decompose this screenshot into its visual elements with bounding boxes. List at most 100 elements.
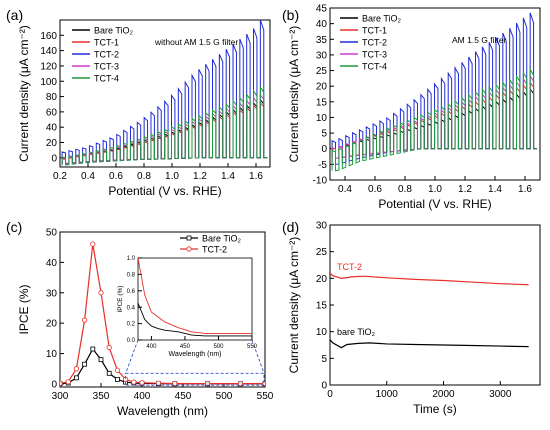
y-tick-label: -10 bbox=[313, 176, 328, 187]
plot-frame bbox=[329, 224, 541, 386]
series-label-1: bare TiO₂ bbox=[337, 327, 376, 337]
legend-label-1: TCT-1 bbox=[362, 26, 387, 36]
inset-x-tick-label: 550 bbox=[247, 344, 258, 350]
inset-y-tick-label: 0.8 bbox=[127, 273, 136, 279]
inset-series-line-1 bbox=[137, 257, 252, 334]
x-tick-label: 1.4 bbox=[221, 171, 235, 182]
inset-x-axis-title: Wavelength (nm) bbox=[168, 351, 221, 358]
inset-y-tick-label: 0.4 bbox=[127, 305, 136, 311]
legend-marker bbox=[186, 235, 192, 241]
data-point bbox=[115, 377, 120, 382]
x-tick-label: 450 bbox=[175, 391, 192, 402]
data-point bbox=[73, 366, 80, 372]
chart-annotation: without AM 1.5 G filter bbox=[154, 37, 238, 47]
x-tick-label: 1.6 bbox=[249, 171, 263, 182]
y-tick-label: 80 bbox=[46, 92, 58, 103]
x-tick-label: 0.2 bbox=[53, 171, 67, 182]
data-point bbox=[98, 357, 104, 363]
y-axis-title: Current density (μA cm⁻²) bbox=[287, 237, 301, 374]
data-point bbox=[74, 375, 79, 381]
series-line-4 bbox=[331, 67, 537, 172]
y-axis-title: Current density (μA cm⁻²) bbox=[17, 25, 31, 162]
legend-label-0: Bare TiO₂ bbox=[94, 26, 134, 36]
panel-label: (b) bbox=[282, 7, 299, 23]
inset-series-line-0 bbox=[137, 302, 252, 337]
series-line-0 bbox=[330, 272, 529, 286]
x-axis-title: Wavelength (nm) bbox=[117, 404, 208, 418]
x-axis-title: Potential (V vs. RHE) bbox=[108, 184, 221, 198]
zoom-guide bbox=[125, 339, 139, 374]
plot-frame bbox=[59, 231, 266, 388]
legend-label-4: TCT-4 bbox=[362, 62, 387, 72]
x-tick-label: 1.4 bbox=[488, 184, 502, 195]
y-tick-label: 5 bbox=[321, 354, 327, 365]
y-tick-label: 45 bbox=[316, 4, 328, 15]
y-tick-label: 0 bbox=[51, 153, 57, 164]
y-tick-label: 50 bbox=[46, 228, 58, 239]
legend-label-3: TCT-3 bbox=[362, 50, 387, 60]
y-tick-label: 30 bbox=[316, 50, 328, 61]
panel-label: (a) bbox=[6, 7, 23, 23]
y-tick-label: 40 bbox=[46, 258, 58, 269]
y-tick-label: 0 bbox=[321, 381, 327, 392]
y-tick-label: 20 bbox=[316, 82, 328, 93]
y-tick-label: 15 bbox=[316, 301, 328, 312]
legend-label-0: Bare TiO₂ bbox=[202, 234, 242, 244]
series-line-1 bbox=[330, 339, 529, 349]
legend-label-1: TCT-2 bbox=[202, 245, 227, 255]
y-tick-label: 35 bbox=[316, 35, 328, 46]
x-axis-title: Time (s) bbox=[413, 402, 457, 416]
data-point bbox=[131, 379, 137, 385]
y-tick-label: 25 bbox=[316, 66, 328, 77]
plot-area bbox=[330, 272, 529, 349]
y-tick-label: 25 bbox=[316, 247, 328, 258]
data-point bbox=[82, 317, 88, 323]
chart-panel-0: (a) 0.2 0.4 0.6 0.8 1.0 1.2 1.4 1.6 0 20 40 60 80 100 1… bbox=[6, 7, 271, 198]
chart-panel-1: (b) 0.4 0.6 0.8 1.0 1.2 1.4 1.6 -10 -5 0 5 10 15 20 25 3… bbox=[282, 4, 541, 211]
x-tick-label: 2000 bbox=[432, 389, 455, 400]
plot-frame bbox=[59, 19, 271, 168]
x-tick-label: 1000 bbox=[376, 389, 399, 400]
x-tick-label: 0.6 bbox=[109, 171, 123, 182]
y-tick-label: 140 bbox=[40, 46, 57, 57]
legend-label-2: TCT-2 bbox=[362, 38, 387, 48]
y-tick-label: 30 bbox=[316, 221, 328, 232]
y-tick-label: 10 bbox=[316, 113, 328, 124]
data-point bbox=[65, 379, 71, 385]
data-point bbox=[106, 344, 112, 351]
y-axis-title: Current density (μA cm⁻²) bbox=[287, 26, 301, 163]
y-tick-label: 5 bbox=[321, 129, 327, 140]
inset-x-tick-label: 400 bbox=[146, 344, 157, 350]
x-tick-label: 350 bbox=[93, 391, 110, 402]
inset-x-tick-label: 450 bbox=[180, 344, 191, 350]
x-tick-label: 550 bbox=[257, 391, 274, 402]
x-tick-label: 1.0 bbox=[428, 184, 442, 195]
x-tick-label: 0 bbox=[327, 389, 333, 400]
legend-label-4: TCT-4 bbox=[94, 74, 119, 84]
x-tick-label: 500 bbox=[216, 391, 233, 402]
legend-label-3: TCT-3 bbox=[94, 62, 119, 72]
inset-x-tick-label: 500 bbox=[213, 344, 224, 350]
y-tick-label: 30 bbox=[46, 288, 58, 299]
y-tick-label: 20 bbox=[46, 138, 58, 149]
inset-chart: 400 450 500 550 0.0 0.2 0.4 0.6 0.8 1.0 Wavelength… bbox=[117, 256, 258, 358]
inset-y-axis-title: IPCE (%) bbox=[117, 285, 124, 312]
plot-area bbox=[61, 20, 268, 166]
data-point bbox=[60, 380, 63, 386]
x-tick-label: 1.2 bbox=[193, 171, 207, 182]
data-point bbox=[114, 367, 121, 373]
inset-plot-frame bbox=[137, 257, 253, 341]
x-tick-label: 0.4 bbox=[81, 171, 95, 182]
y-tick-label: -5 bbox=[318, 160, 327, 171]
y-tick-label: 10 bbox=[46, 349, 58, 360]
legend-label-1: TCT-1 bbox=[94, 38, 119, 48]
y-tick-label: 10 bbox=[316, 327, 328, 338]
inset-y-tick-label: 0.0 bbox=[127, 338, 136, 344]
inset-y-tick-label: 0.6 bbox=[127, 289, 136, 295]
x-tick-label: 300 bbox=[52, 391, 69, 402]
y-tick-label: 20 bbox=[46, 319, 58, 330]
y-tick-label: 60 bbox=[46, 107, 58, 118]
x-axis-title: Potential (V vs. RHE) bbox=[378, 197, 491, 211]
y-tick-label: 40 bbox=[316, 19, 328, 30]
